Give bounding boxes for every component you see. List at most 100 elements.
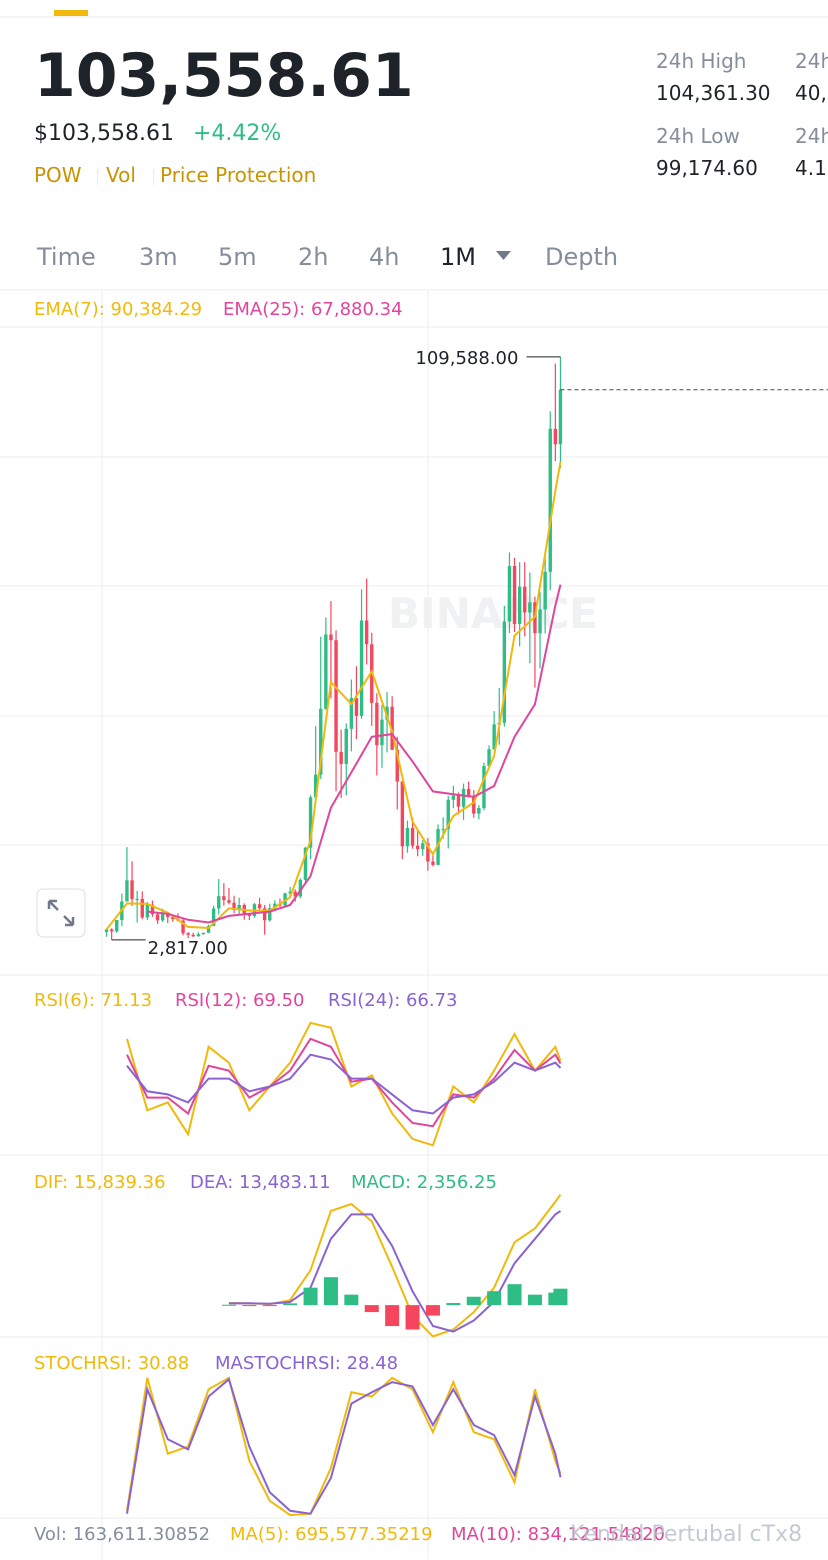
expand-button[interactable] — [36, 888, 86, 938]
candle-body — [390, 706, 394, 750]
interval-tab[interactable]: 4h — [369, 243, 399, 271]
histogram-bar — [221, 1304, 236, 1306]
candle-body — [227, 900, 231, 903]
legend-entry: RSI(24): 66.73 — [328, 990, 458, 1011]
histogram-bar — [303, 1287, 318, 1306]
legend-entry: MACD: 2,356.25 — [351, 1172, 497, 1193]
stat-value: 4.15 — [795, 156, 828, 180]
user-watermark: Kendal Pertubal cTx8 — [570, 1522, 802, 1547]
tag[interactable]: Price Protection — [160, 163, 316, 187]
candle-body — [324, 634, 328, 709]
stat-value: 104,361.30 — [656, 81, 771, 105]
candle-body — [461, 788, 466, 807]
last-price: 103,558.61 — [34, 41, 414, 111]
candle-body — [349, 698, 354, 729]
legend-entry: EMA(7): 90,384.29 — [34, 299, 202, 320]
interval-tab[interactable]: Time — [36, 243, 96, 271]
legend-entry: DEA: 13,483.11 — [190, 1172, 331, 1193]
histogram-bar — [344, 1294, 359, 1306]
candle-body — [487, 749, 491, 767]
candle-body — [441, 828, 445, 830]
legend-entry: RSI(12): 69.50 — [175, 990, 305, 1011]
candle-body — [344, 728, 348, 764]
histogram-bar — [487, 1291, 502, 1306]
candle-body — [334, 640, 338, 752]
candle-body — [354, 698, 359, 716]
candle-body — [247, 914, 252, 916]
candle-body — [140, 898, 144, 918]
candle-body — [410, 828, 415, 846]
tag[interactable]: Vol — [106, 163, 136, 187]
candle-body — [456, 795, 461, 807]
candle-body — [329, 634, 333, 641]
histogram-bar — [283, 1303, 298, 1306]
candle-body — [298, 879, 303, 897]
watermark: BINANCE — [388, 589, 598, 638]
candle-body — [507, 566, 512, 622]
candle-body — [385, 706, 389, 720]
candle-body — [558, 389, 563, 445]
candle-body — [166, 913, 170, 917]
candle-body — [415, 845, 420, 850]
indicator-line — [126, 1377, 562, 1515]
interval-tab-active[interactable]: 1M — [440, 243, 476, 271]
histogram-bar — [553, 1288, 568, 1306]
candle-body — [293, 891, 297, 897]
indicator-line — [126, 1037, 562, 1128]
candle-body — [273, 903, 277, 909]
candle-body — [492, 724, 496, 750]
stat-value: 40,5 — [795, 81, 828, 105]
usd-price: $103,558.61 — [34, 121, 174, 146]
candle-body — [395, 749, 399, 782]
candle-body — [426, 843, 430, 862]
histogram-bar — [527, 1294, 542, 1306]
candle-body — [171, 916, 175, 920]
histogram-bar — [385, 1305, 400, 1327]
interval-tab[interactable]: 2h — [298, 243, 328, 271]
candle-body — [155, 914, 160, 921]
candle-body — [400, 781, 405, 847]
candle-body — [262, 908, 267, 921]
candle-body — [303, 847, 308, 880]
tab-indicator — [54, 10, 88, 16]
histogram-bar — [446, 1303, 461, 1306]
candle-body — [553, 428, 558, 445]
interval-tab[interactable]: 3m — [139, 243, 178, 271]
volume-ma: MA(5): 695,577.35219 — [230, 1524, 433, 1545]
candle-body — [257, 904, 262, 909]
legend-entry: STOCHRSI: 30.88 — [34, 1353, 189, 1374]
candle-body — [548, 428, 552, 572]
candle-body — [115, 919, 119, 932]
candle-body — [288, 891, 292, 894]
candle-body — [538, 609, 542, 634]
indicator-line — [228, 1210, 562, 1333]
histogram-bar — [262, 1305, 277, 1307]
separator: | — [95, 166, 100, 185]
candle-body — [308, 797, 313, 848]
indicator-line — [126, 1021, 562, 1147]
interval-tab[interactable]: Depth — [545, 243, 618, 271]
candle-body — [472, 795, 476, 814]
candle-body — [313, 774, 318, 798]
expand-icon[interactable] — [47, 899, 75, 927]
histogram-bar — [323, 1277, 338, 1306]
interval-tab[interactable]: 5m — [218, 243, 257, 271]
histogram-bar — [405, 1305, 420, 1330]
high-label: 109,588.00 — [415, 348, 518, 369]
histogram-bar — [364, 1305, 379, 1313]
indicator-line — [126, 1053, 562, 1115]
candle-body — [145, 904, 150, 918]
dropdown-arrow[interactable] — [496, 251, 511, 260]
candle-body — [523, 586, 527, 613]
candle-body — [482, 766, 486, 809]
candle-body — [364, 620, 369, 645]
grid — [0, 289, 828, 1560]
candle-body — [211, 908, 216, 927]
tag[interactable]: POW — [34, 163, 82, 187]
candle-body — [319, 708, 323, 775]
candle-body — [436, 828, 440, 865]
low-label: 2,817.00 — [148, 938, 228, 959]
candle-body — [339, 751, 343, 764]
candle-body — [431, 861, 435, 865]
